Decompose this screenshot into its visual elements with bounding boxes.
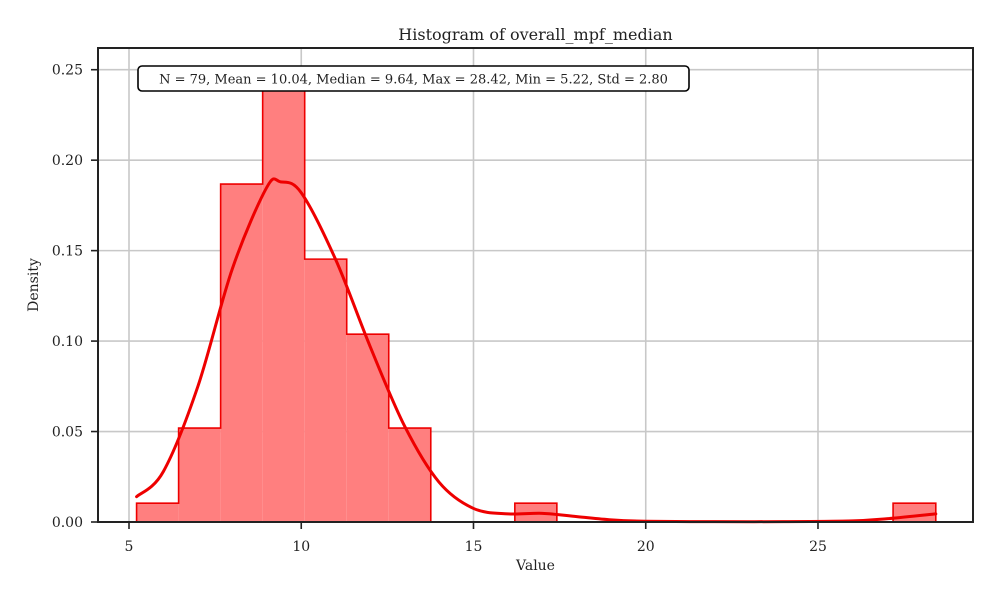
histogram-bar	[136, 503, 179, 522]
y-axis-label: Density	[26, 258, 42, 312]
y-tick-label: 0.20	[52, 153, 83, 169]
plot-frame	[97, 47, 974, 523]
x-axis-label: Value	[515, 558, 555, 574]
histogram-bar	[346, 334, 389, 522]
x-tick-label: 5	[125, 539, 134, 555]
y-tick-label: 0.00	[52, 515, 83, 531]
chart-title: Histogram of overall_mpf_median	[398, 25, 672, 44]
histogram-bar	[388, 428, 431, 522]
x-tick-label: 10	[292, 539, 310, 555]
histogram-bar	[304, 259, 347, 522]
stats-annotation: N = 79, Mean = 10.04, Median = 9.64, Max…	[137, 65, 690, 92]
histogram-bar	[893, 503, 936, 522]
histogram-bar	[178, 428, 221, 522]
y-tick-label: 0.10	[52, 334, 83, 350]
histogram-bar	[220, 184, 263, 522]
x-tick-label: 25	[809, 539, 827, 555]
axis-ticks: 5 10 15 20 25 0.00 0.05 0.10 0.15 0.20 0.25	[52, 63, 827, 555]
stats-annotation-box	[137, 65, 690, 92]
y-tick-label: 0.25	[52, 63, 83, 79]
x-tick-label: 20	[637, 539, 655, 555]
histogram-bar	[262, 90, 305, 522]
y-tick-label: 0.05	[52, 425, 83, 441]
y-tick-label: 0.15	[52, 244, 83, 260]
stats-annotation-text: N = 79, Mean = 10.04, Median = 9.64, Max…	[159, 73, 668, 88]
x-tick-label: 15	[465, 539, 483, 555]
